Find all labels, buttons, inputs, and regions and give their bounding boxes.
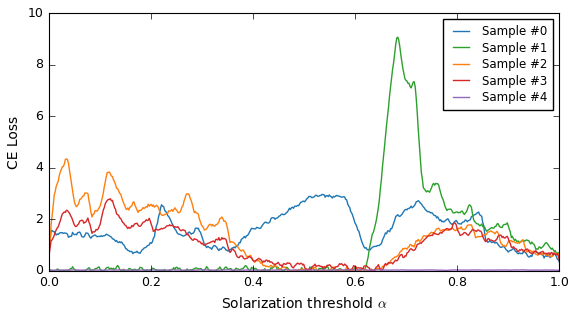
Sample #2 [290,269,297,273]
Sample #1 [289,269,296,273]
Sample #1 [466,203,473,207]
Sample #2 [293,269,300,273]
Sample #0 [319,192,325,196]
Sample #2 [545,254,552,258]
Sample #4 [323,268,329,272]
Line: Sample #1: Sample #1 [49,37,559,271]
Sample #3 [289,266,296,269]
Sample #4 [289,268,296,272]
Sample #1 [292,268,299,272]
Sample #3 [107,197,114,201]
Sample #3 [351,265,358,269]
Sample #2 [46,251,52,255]
Sample #0 [350,217,357,221]
Sample #1 [556,257,563,260]
Sample #4 [292,268,299,272]
Sample #2 [63,157,70,161]
Sample #1 [350,267,357,271]
Line: Sample #2: Sample #2 [49,159,559,271]
Sample #4 [465,268,472,272]
Sample #2 [285,269,292,273]
Sample #2 [556,255,563,259]
Sample #0 [291,204,298,208]
Sample #4 [46,268,52,272]
Sample #2 [351,268,358,272]
Sample #1 [48,269,55,273]
Sample #3 [292,263,299,267]
Sample #0 [288,206,295,210]
Sample #2 [324,269,331,273]
Sample #4 [350,268,357,272]
Sample #4 [545,268,552,272]
Sample #3 [466,232,473,236]
Sample #4 [223,268,230,272]
Sample #0 [465,219,472,223]
Line: Sample #0: Sample #0 [49,194,559,262]
Legend: Sample #0, Sample #1, Sample #2, Sample #3, Sample #4: Sample #0, Sample #1, Sample #2, Sample … [444,19,554,110]
Sample #0 [556,260,563,264]
Y-axis label: CE Loss: CE Loss [7,115,21,169]
Sample #3 [46,254,52,258]
Sample #3 [545,251,552,255]
Sample #4 [556,268,563,272]
Sample #0 [545,252,552,256]
X-axis label: Solarization threshold $\alpha$: Solarization threshold $\alpha$ [221,296,388,311]
Sample #1 [323,266,329,270]
Sample #1 [46,267,52,271]
Sample #1 [545,245,552,248]
Line: Sample #3: Sample #3 [49,199,559,271]
Sample #3 [324,263,331,267]
Sample #1 [395,35,401,39]
Sample #3 [304,269,311,273]
Sample #3 [556,259,563,262]
Sample #0 [323,194,329,197]
Sample #2 [466,223,473,227]
Sample #0 [46,249,52,253]
